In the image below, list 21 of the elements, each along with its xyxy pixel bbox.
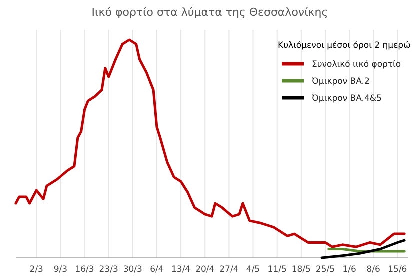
x-tick-label: 6/4 (150, 265, 164, 275)
legend-label: Όμικρον BA.4&5 (311, 94, 382, 104)
x-tick-label: 4/5 (246, 265, 260, 275)
legend-label: Όμικρον BA.2 (311, 77, 370, 87)
x-tick-label: 11/5 (268, 265, 287, 275)
x-tick-label: 2/3 (30, 265, 44, 275)
x-tick-label: 25/5 (316, 265, 336, 275)
x-tick-label: 18/5 (292, 265, 311, 275)
x-tick-label: 16/3 (75, 265, 94, 275)
x-tick-label: 8/6 (366, 265, 380, 275)
chart-title: Ιικό φορτίο στα λύματα της Θεσσαλονίκης (92, 6, 328, 19)
x-tick-label: 23/3 (99, 265, 118, 275)
legend-label: Συνολικό ιικό φορτίο (312, 60, 402, 70)
x-tick-label: 1/6 (342, 265, 356, 275)
x-tick-label: 30/3 (123, 265, 142, 275)
x-tick-label: 13/4 (172, 265, 191, 275)
x-tick-label: 27/4 (220, 265, 239, 275)
legend-title: Κυλιόμενοι μέσοι όροι 2 ημερώ (278, 41, 411, 51)
x-tick-label: 9/3 (54, 265, 68, 275)
x-tick-label: 20/4 (196, 265, 215, 275)
x-tick-label: 15/6 (388, 265, 408, 275)
